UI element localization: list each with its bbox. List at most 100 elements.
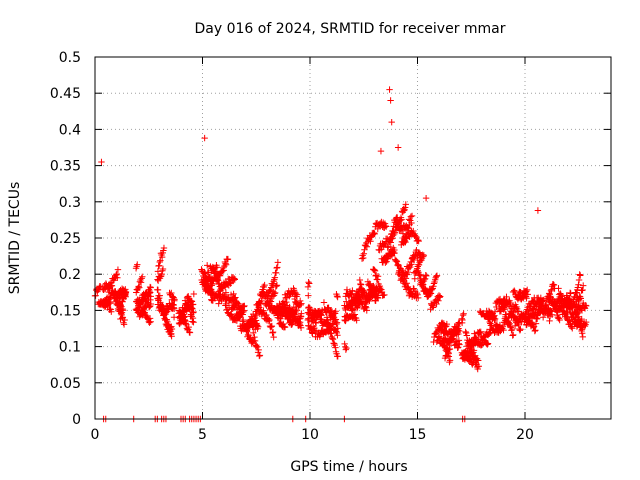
data-point [579,333,586,341]
data-point [222,260,229,267]
data-point [254,343,261,350]
y-axis-label: SRMTID / TECUs [7,182,23,295]
data-point [410,256,418,264]
data-point [381,291,388,299]
data-point [414,236,422,244]
data-point [349,287,356,294]
data-point [534,311,542,319]
data-point [232,294,239,301]
data-point [271,289,279,297]
data-point [308,318,315,325]
x-tick-label: 15 [409,427,427,443]
data-point [550,281,558,289]
data-point [374,294,381,301]
data-point [385,243,392,250]
data-point [421,275,429,282]
data-point [190,290,198,298]
data-point [156,292,163,299]
data-point [579,286,586,294]
data-point [275,314,283,322]
data-point [158,270,165,278]
data-point [266,287,273,295]
data-point [170,301,177,308]
y-tick-label: 0 [72,412,81,428]
data-point [227,280,234,287]
data-point [113,294,120,301]
data-point [222,261,230,269]
data-point [235,301,243,309]
data-point [503,293,510,301]
data-point [406,233,413,240]
data-point [114,274,121,282]
data-point [251,333,258,341]
data-point [309,323,317,330]
data-point [325,304,332,311]
data-point [180,314,188,321]
data-point [251,337,259,345]
data-point [155,262,163,269]
data-point [382,222,389,230]
data-point [408,212,416,220]
data-point [254,301,262,309]
data-point [578,326,586,333]
data-point [363,243,371,250]
data-point [304,283,312,291]
data-point [320,299,328,306]
data-point [112,271,120,279]
data-point [268,322,276,330]
data-point [372,297,379,305]
data-point [394,261,402,268]
data-point [230,290,237,298]
data-point [114,266,122,273]
y-tick-label: 0.4 [59,122,81,138]
data-point [260,307,267,314]
data-point [374,276,381,283]
y-tick-label: 0.15 [50,303,81,319]
data-point [283,298,290,306]
data-point [416,271,423,278]
data-point [414,294,422,302]
data-point [568,302,575,310]
data-point [461,352,469,359]
data-point [147,284,154,291]
data-point [342,343,349,351]
data-point [580,282,587,289]
data-point [500,326,507,334]
data-point [273,282,281,289]
data-point [333,292,341,300]
data-point [357,281,365,288]
data-point [353,304,361,312]
data-point [269,329,276,337]
data-point [560,308,568,315]
data-point [327,316,335,323]
data-point [205,269,212,276]
data-point [298,300,305,307]
data-point [136,284,143,291]
data-point [356,276,364,284]
data-point [433,300,440,308]
data-point [577,272,584,279]
data-point [239,318,246,325]
data-point [322,308,329,316]
data-point [330,321,337,328]
data-point [170,314,178,321]
data-point [247,334,254,342]
data-point [413,233,420,241]
data-point [146,287,153,295]
data-point [353,317,360,324]
data-point [391,230,398,238]
data-point [293,291,301,298]
data-point [156,258,163,266]
data-point [548,286,555,293]
data-point [534,294,542,302]
data-point [550,281,557,288]
data-point [581,322,589,330]
data-point [256,352,263,360]
data-point [159,265,167,273]
data-point [168,333,175,340]
data-point [523,295,530,302]
data-point [342,346,350,353]
data-point [270,333,277,341]
data-point [433,338,441,346]
data-point [421,276,428,283]
